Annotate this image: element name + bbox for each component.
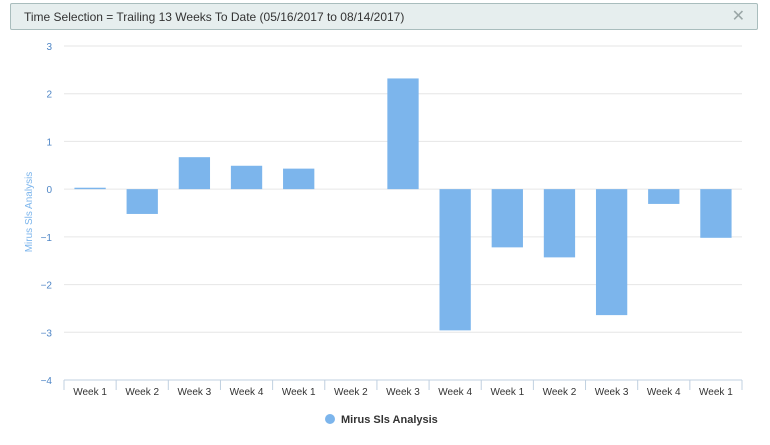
- bar[interactable]: [74, 187, 106, 190]
- x-tick-label: Week 2: [125, 387, 159, 398]
- x-axis: Week 1 Week 2 Week 3 Week 4 Week 1 Week 2 Week…: [63, 379, 743, 398]
- y-tick-label: 1: [46, 137, 52, 148]
- bar[interactable]: [648, 189, 680, 204]
- bar[interactable]: [595, 189, 628, 316]
- filter-bar: Time Selection = Trailing 13 Weeks To Da…: [10, 3, 758, 30]
- x-tick-label: Week 4: [230, 387, 264, 398]
- x-tick-label: Week 1: [490, 387, 524, 398]
- x-tick-label: Week 1: [73, 387, 107, 398]
- y-tick-label: 2: [46, 90, 52, 101]
- bar[interactable]: [439, 189, 471, 331]
- bar[interactable]: [387, 78, 419, 190]
- x-tick-label: Week 3: [386, 387, 420, 398]
- y-tick-label: −1: [41, 233, 53, 244]
- x-tick-label: Week 4: [647, 387, 681, 398]
- close-icon[interactable]: ✕: [731, 8, 745, 25]
- x-tick-label: Week 2: [543, 387, 577, 398]
- bars: [74, 78, 732, 331]
- y-tick-label: −2: [41, 281, 53, 292]
- x-tick-label: Week 1: [282, 387, 316, 398]
- x-tick-label: Week 4: [438, 387, 472, 398]
- y-tick-label: −4: [41, 376, 53, 387]
- bar[interactable]: [178, 157, 211, 190]
- y-tick-label: 0: [46, 185, 52, 196]
- x-tick-label: Week 2: [334, 387, 368, 398]
- bar[interactable]: [230, 165, 263, 190]
- y-tick-label: −3: [41, 328, 53, 339]
- x-tick-label: Week 3: [178, 387, 212, 398]
- bar[interactable]: [700, 189, 732, 238]
- x-tick-label: Week 1: [699, 387, 733, 398]
- x-tick-label: Week 3: [595, 387, 629, 398]
- y-tick-label: 3: [46, 42, 52, 53]
- legend-label[interactable]: Mirus Sls Analysis: [341, 414, 438, 426]
- y-axis-title: Mirus Sls Analysis: [24, 172, 35, 253]
- legend[interactable]: Mirus Sls Analysis: [325, 414, 438, 426]
- bar[interactable]: [283, 168, 315, 190]
- bar[interactable]: [126, 189, 158, 214]
- bar[interactable]: [491, 189, 523, 248]
- y-axis-ticks: 3 2 1 0 −1 −2 −3 −4: [41, 42, 53, 387]
- filter-text: Time Selection = Trailing 13 Weeks To Da…: [24, 10, 405, 24]
- legend-marker[interactable]: [325, 414, 335, 424]
- bar[interactable]: [543, 189, 576, 258]
